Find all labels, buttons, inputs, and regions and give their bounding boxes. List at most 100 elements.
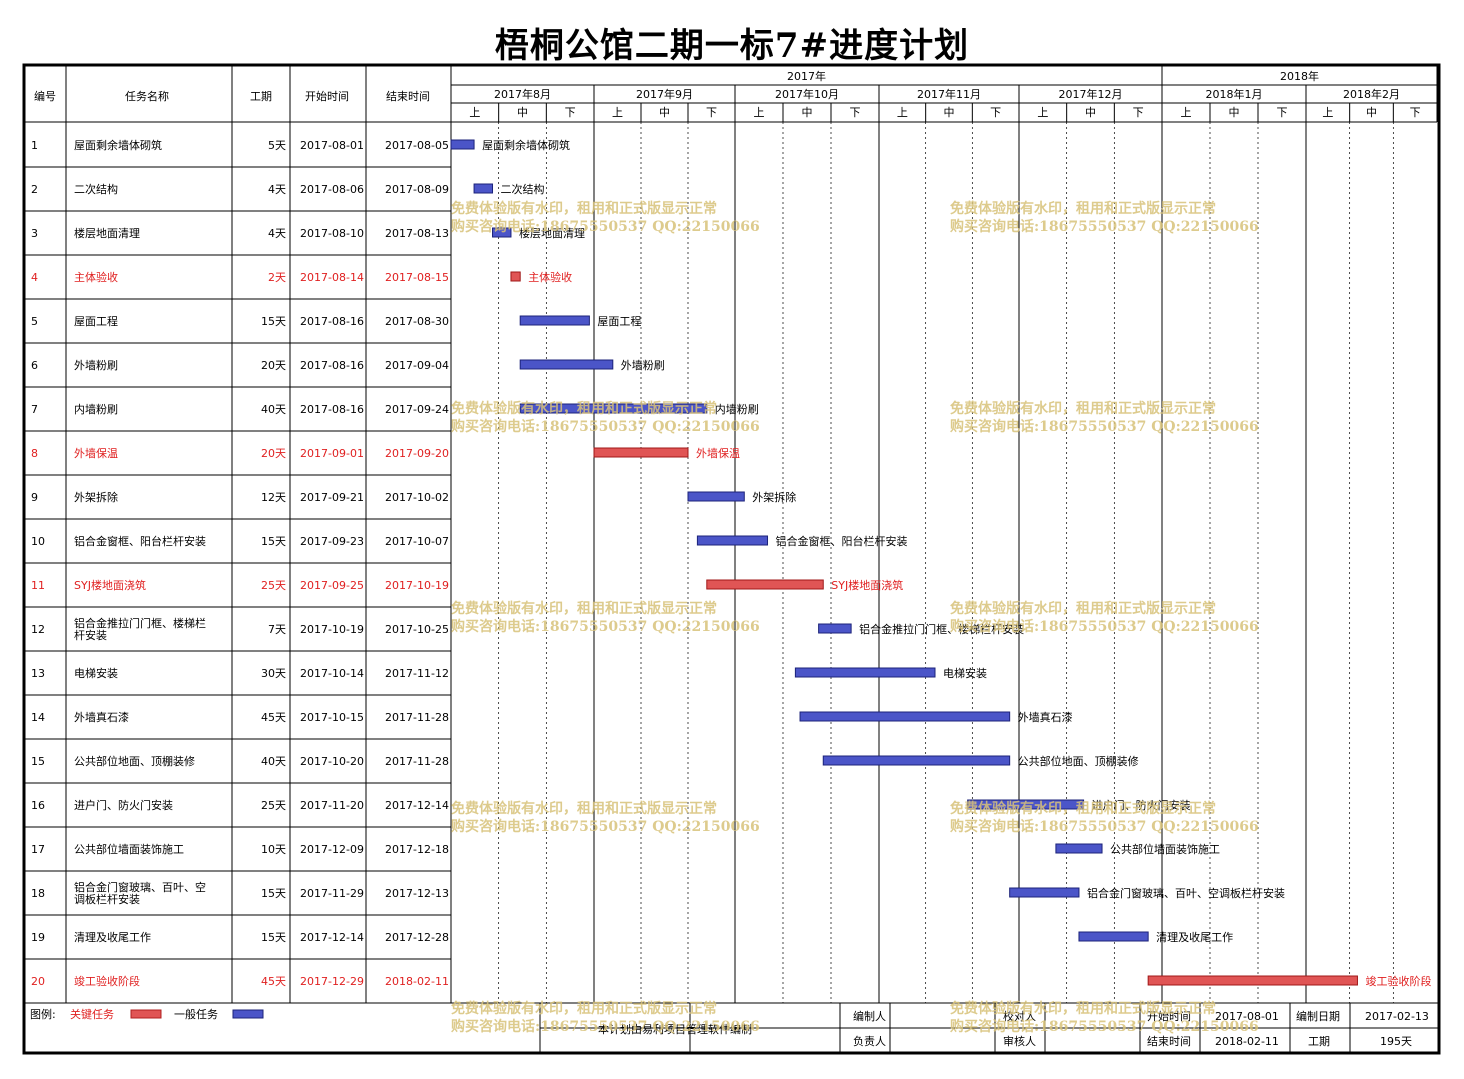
task-start: 2017-08-14 bbox=[300, 271, 364, 284]
task-duration: 20天 bbox=[261, 447, 286, 460]
page-title: 梧桐公馆二期一标7#进度计划 bbox=[494, 26, 970, 66]
task-start: 2017-10-15 bbox=[300, 711, 364, 724]
task-bar-label: 外架拆除 bbox=[752, 490, 796, 504]
task-bar bbox=[794, 667, 936, 678]
task-bar bbox=[696, 535, 769, 546]
table-row: 16 进户门、防火门安装 25天 2017-11-20 2017-12-14 bbox=[31, 798, 449, 812]
footer-checker-label: 校对人 bbox=[1003, 1009, 1036, 1023]
watermark-line2: 购买咨询电话:18675550537 QQ:22150066 bbox=[950, 218, 1259, 235]
task-end: 2017-12-18 bbox=[385, 843, 449, 856]
dekad-label: 上 bbox=[1037, 106, 1048, 119]
task-name: 屋面剩余墙体砌筑 bbox=[74, 138, 162, 152]
watermark-line1: 免费体验版有水印，租用和正式版显示正常 bbox=[950, 800, 1216, 817]
watermark-line2: 购买咨询电话:18675550537 QQ:22150066 bbox=[451, 218, 760, 235]
task-bar bbox=[593, 447, 689, 458]
task-duration: 15天 bbox=[261, 931, 286, 944]
task-name: 内墙粉刷 bbox=[74, 402, 118, 416]
task-end: 2017-10-19 bbox=[385, 579, 449, 592]
task-name: 铝合金门窗玻璃、百叶、空 bbox=[74, 880, 206, 894]
dekad-label: 上 bbox=[754, 106, 765, 119]
task-bar-label: 铝合金窗框、阳台栏杆安装 bbox=[776, 534, 908, 548]
dekad-label: 下 bbox=[706, 106, 717, 119]
task-start: 2017-11-29 bbox=[300, 887, 364, 900]
year-label: 2017年 bbox=[787, 69, 826, 83]
watermark-line1: 免费体验版有水印，租用和正式版显示正常 bbox=[950, 600, 1216, 617]
task-start: 2017-08-01 bbox=[300, 139, 364, 152]
task-name: 清理及收尾工作 bbox=[74, 930, 151, 944]
task-no: 8 bbox=[31, 447, 38, 460]
task-no: 18 bbox=[31, 887, 45, 900]
watermark-line1: 免费体验版有水印，租用和正式版显示正常 bbox=[451, 1000, 717, 1017]
dekad-label: 中 bbox=[1366, 106, 1377, 119]
task-name: 铝合金窗框、阳台栏杆安装 bbox=[74, 534, 206, 548]
month-label: 2017年8月 bbox=[494, 87, 551, 101]
dekad-label: 下 bbox=[990, 106, 1001, 119]
dekad-label: 下 bbox=[1277, 106, 1288, 119]
task-start: 2017-09-01 bbox=[300, 447, 364, 460]
dekad-label: 上 bbox=[1322, 106, 1333, 119]
task-end: 2017-12-14 bbox=[385, 799, 449, 812]
watermark-line1: 免费体验版有水印，租用和正式版显示正常 bbox=[950, 200, 1216, 217]
task-duration: 10天 bbox=[261, 843, 286, 856]
dekad-label: 中 bbox=[1085, 106, 1096, 119]
task-bar bbox=[519, 315, 590, 326]
task-bar bbox=[1078, 931, 1149, 942]
watermark-line1: 免费体验版有水印，租用和正式版显示正常 bbox=[950, 400, 1216, 417]
task-name: 电梯安装 bbox=[74, 666, 118, 680]
footer-made-date-value: 2017-02-13 bbox=[1365, 1010, 1429, 1023]
task-end: 2017-10-25 bbox=[385, 623, 449, 636]
task-bar-label: 屋面剩余墙体砌筑 bbox=[482, 138, 570, 152]
task-bar bbox=[519, 403, 708, 414]
footer-owner-label: 负责人 bbox=[853, 1034, 886, 1048]
task-duration: 45天 bbox=[261, 975, 286, 988]
task-end: 2017-11-28 bbox=[385, 711, 449, 724]
watermark-line2: 购买咨询电话:18675550537 QQ:22150066 bbox=[950, 618, 1259, 635]
dekad-label: 下 bbox=[850, 106, 861, 119]
grid-layer bbox=[24, 65, 1439, 1052]
task-bar-label: 铝合金推拉门门框、楼梯栏杆安装 bbox=[859, 622, 1024, 636]
table-header: 编号 任务名称 工期 开始时间 结束时间 bbox=[34, 89, 430, 103]
task-bar bbox=[1055, 843, 1103, 854]
footer-reviewer-label: 审核人 bbox=[1003, 1034, 1036, 1048]
table-row: 18 铝合金门窗玻璃、百叶、空调板栏杆安装 15天 2017-11-29 2017-12… bbox=[31, 880, 449, 906]
task-start: 2017-10-20 bbox=[300, 755, 364, 768]
header-name: 任务名称 bbox=[125, 89, 169, 103]
table-row: 7 内墙粉刷 40天 2017-08-16 2017-09-24 bbox=[31, 402, 449, 416]
watermark-line2: 购买咨询电话:18675550537 QQ:22150066 bbox=[950, 818, 1259, 835]
table-row: 2 二次结构 4天 2017-08-06 2017-08-09 bbox=[31, 182, 449, 196]
task-name: 外架拆除 bbox=[74, 490, 118, 504]
task-no: 2 bbox=[31, 183, 38, 196]
task-bar bbox=[706, 579, 824, 590]
task-bar-label: 楼层地面清理 bbox=[519, 226, 585, 240]
year-label: 2018年 bbox=[1280, 69, 1319, 83]
task-name: 屋面工程 bbox=[74, 315, 118, 328]
footer-end-value: 2018-02-11 bbox=[1215, 1035, 1279, 1048]
table-row: 15 公共部位地面、顶棚装修 40天 2017-10-20 2017-11-28 bbox=[31, 754, 449, 768]
watermark-line2: 购买咨询电话:18675550537 QQ:22150066 bbox=[950, 418, 1259, 435]
task-duration: 15天 bbox=[261, 887, 286, 900]
task-duration: 45天 bbox=[261, 711, 286, 724]
footer-start-label: 开始时间 bbox=[1147, 1009, 1191, 1023]
dekad-label: 上 bbox=[1181, 106, 1192, 119]
table-row: 5 屋面工程 15天 2017-08-16 2017-08-30 bbox=[31, 315, 449, 328]
dekad-label: 中 bbox=[802, 106, 813, 119]
task-duration: 25天 bbox=[261, 579, 286, 592]
footer-editor-label: 编制人 bbox=[853, 1009, 886, 1023]
watermark-line1: 免费体验版有水印，租用和正式版显示正常 bbox=[451, 600, 717, 617]
watermark-line2: 购买咨询电话:18675550537 QQ:22150066 bbox=[950, 1018, 1259, 1035]
task-no: 20 bbox=[31, 975, 45, 988]
table-row: 12 铝合金推拉门门框、楼梯栏杆安装 7天 2017-10-19 2017-10-25 bbox=[31, 616, 449, 642]
task-start: 2017-11-20 bbox=[300, 799, 364, 812]
task-start: 2017-08-10 bbox=[300, 227, 364, 240]
task-name: 公共部位地面、顶棚装修 bbox=[74, 754, 195, 768]
header-no: 编号 bbox=[34, 89, 56, 103]
task-bar bbox=[967, 799, 1085, 810]
footer-made-date-label: 编制日期 bbox=[1296, 1009, 1340, 1023]
task-bar-label: 清理及收尾工作 bbox=[1156, 930, 1233, 944]
dekad-label: 中 bbox=[944, 106, 955, 119]
task-duration: 12天 bbox=[261, 491, 286, 504]
table-row: 4 主体验收 2天 2017-08-14 2017-08-15 bbox=[31, 270, 449, 284]
task-end: 2017-10-07 bbox=[385, 535, 449, 548]
table-row: 17 公共部位墙面装饰施工 10天 2017-12-09 2017-12-18 bbox=[31, 842, 449, 856]
